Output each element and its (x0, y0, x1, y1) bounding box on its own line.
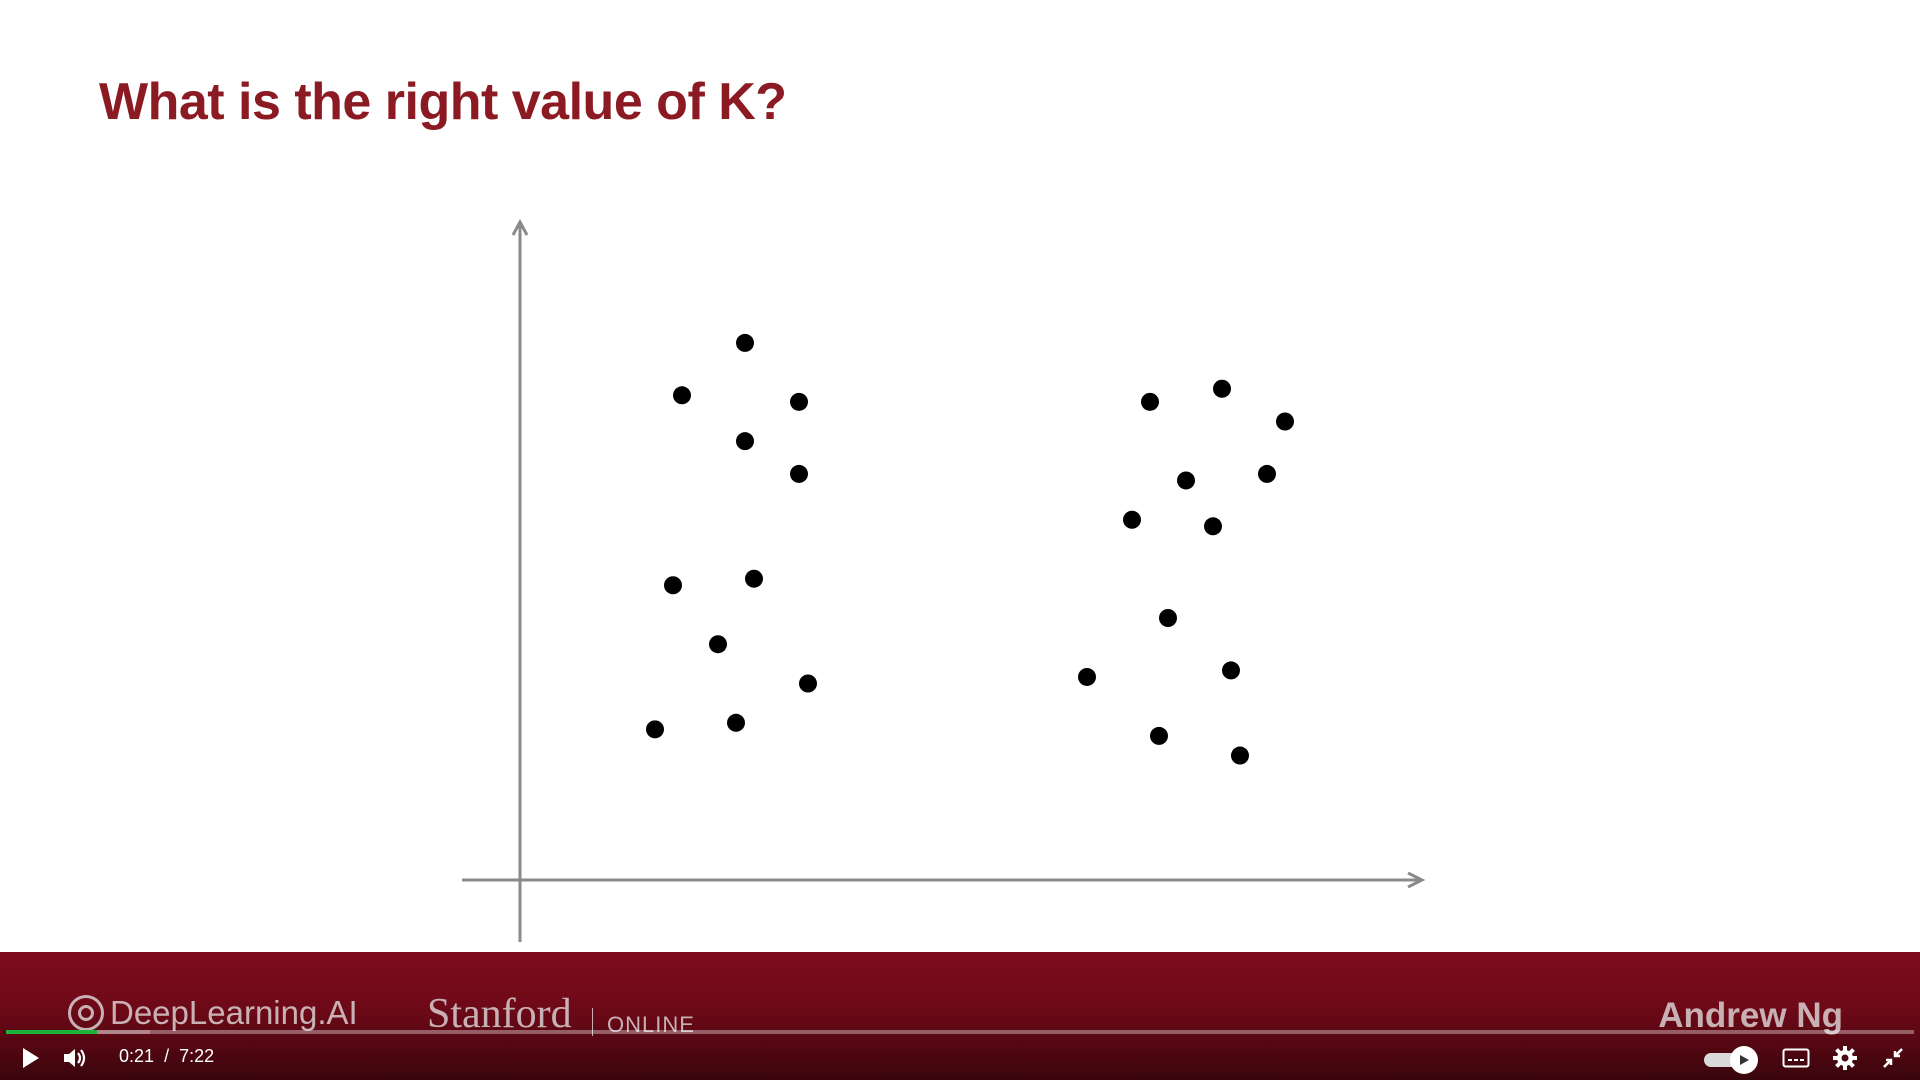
duration: 7:22 (179, 1046, 215, 1066)
captions-button[interactable] (1780, 1042, 1812, 1074)
captions-icon (1782, 1048, 1810, 1068)
deeplearning-ai-logo-icon (68, 995, 104, 1031)
data-point-18 (1204, 517, 1222, 536)
progress-bar[interactable] (6, 1030, 1914, 1034)
autoplay-toggle-knob[interactable] (1730, 1046, 1758, 1074)
data-point-23 (1231, 746, 1249, 765)
play-icon (23, 1048, 39, 1068)
settings-icon (1833, 1046, 1857, 1070)
data-point-4 (736, 432, 754, 451)
data-point-13 (1213, 379, 1231, 398)
data-point-15 (1177, 471, 1195, 490)
settings-button[interactable] (1829, 1042, 1861, 1074)
current-time: 0:21 (119, 1046, 155, 1066)
data-point-3 (790, 392, 808, 411)
author-name: Andrew Ng (1658, 996, 1843, 1035)
exit-fullscreen-icon (1883, 1048, 1903, 1068)
data-point-7 (745, 569, 763, 588)
data-point-21 (1222, 661, 1240, 680)
time-separator: / (164, 1046, 170, 1066)
data-point-22 (1150, 726, 1168, 745)
deeplearning-ai-logo: DeepLearning.AI (68, 994, 358, 1032)
data-point-17 (1123, 510, 1141, 529)
x-axis-arrowhead (1407, 871, 1426, 889)
y-axis-arrowhead (511, 218, 529, 236)
data-point-16 (1258, 464, 1276, 483)
time-display: 0:21 / 7:22 (119, 1046, 214, 1067)
deeplearning-ai-text: DeepLearning.AI (110, 994, 358, 1031)
volume-icon (64, 1049, 86, 1067)
data-point-14 (1276, 412, 1294, 431)
scatter-plot (462, 218, 1426, 942)
data-point-10 (646, 720, 664, 739)
data-point-11 (727, 713, 745, 732)
exit-fullscreen-button[interactable] (1877, 1042, 1909, 1074)
stanford-online-text: ONLINE (592, 1008, 695, 1037)
stanford-logo-text: Stanford (427, 991, 572, 1037)
data-point-9 (799, 674, 817, 693)
data-point-20 (1078, 667, 1096, 686)
player-controls: 0:21 / 7:22 (0, 1034, 1920, 1080)
slide-title: What is the right value of K? (99, 73, 787, 131)
play-button[interactable] (14, 1042, 46, 1074)
autoplay-play-icon (1740, 1055, 1749, 1065)
footer-band (0, 952, 1920, 1080)
data-point-5 (790, 464, 808, 483)
data-point-1 (736, 333, 754, 352)
data-point-8 (709, 635, 727, 654)
data-point-2 (673, 386, 691, 405)
volume-button[interactable] (59, 1042, 91, 1074)
data-point-19 (1159, 609, 1177, 627)
data-point-6 (664, 576, 682, 595)
data-point-12 (1141, 392, 1159, 411)
progress-played (6, 1030, 97, 1034)
